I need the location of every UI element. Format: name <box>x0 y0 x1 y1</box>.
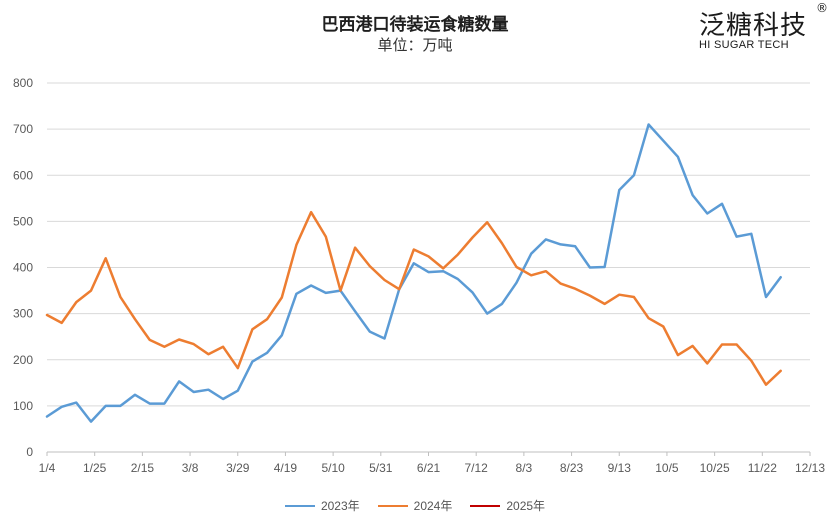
x-tick-label: 7/12 <box>465 461 489 475</box>
y-tick-label: 500 <box>13 214 33 228</box>
x-tick-label: 6/21 <box>417 461 441 475</box>
registered-mark: ® <box>816 1 828 15</box>
x-tick-label: 12/13 <box>795 461 825 475</box>
x-axis-labels: 1/4 1/25 2/15 3/8 3/29 4/19 5/10 5/31 6/21 7/12 8/… <box>39 452 825 475</box>
x-tick-label: 5/10 <box>321 461 345 475</box>
gridlines <box>47 82 810 453</box>
x-tick-label: 1/25 <box>83 461 107 475</box>
x-tick-label: 8/3 <box>516 461 533 475</box>
x-tick-label: 10/25 <box>700 461 730 475</box>
legend-swatch-2025 <box>470 504 501 507</box>
legend-label-2024: 2024年 <box>413 499 453 513</box>
y-tick-label: 100 <box>13 399 33 413</box>
chart-subtitle: 单位：万吨 <box>377 36 453 54</box>
y-tick-label: 800 <box>13 76 33 90</box>
legend-swatch-2023 <box>284 504 315 507</box>
x-tick-label: 11/22 <box>748 461 777 475</box>
legend-item-2025[interactable]: 2025年 <box>470 497 545 514</box>
x-tick-label: 3/8 <box>182 461 199 475</box>
y-tick-label: 300 <box>13 307 33 321</box>
x-tick-label: 1/4 <box>39 461 56 475</box>
x-tick-label: 4/19 <box>274 461 298 475</box>
legend-swatch-2024 <box>377 504 408 507</box>
y-tick-label: 700 <box>13 122 33 136</box>
y-tick-label: 0 <box>26 445 33 459</box>
x-tick-label: 9/13 <box>608 461 632 475</box>
chart-title: 巴西港口待装运食糖数量 <box>321 15 509 35</box>
x-tick-label: 8/23 <box>560 461 584 475</box>
x-tick-label: 5/31 <box>369 461 393 475</box>
brand-logo: 泛糖科技 ® HI SUGAR TECH <box>695 1 828 55</box>
y-tick-label: 400 <box>13 261 33 275</box>
logo-chinese-name: 泛糖科技 <box>699 11 808 41</box>
series-line-2024年[interactable] <box>45 210 782 386</box>
y-axis-labels: 0 100 200 300 400 500 600 700 800 <box>13 76 33 459</box>
x-tick-label: 2/15 <box>131 461 155 475</box>
logo-english-name: HI SUGAR TECH <box>699 39 789 51</box>
legend: 2023年 2024年 2025年 <box>0 497 830 514</box>
y-tick-label: 600 <box>13 168 33 182</box>
y-tick-label: 200 <box>13 353 33 367</box>
legend-label-2025: 2025年 <box>506 499 546 513</box>
x-tick-label: 3/29 <box>226 461 250 475</box>
legend-item-2023[interactable]: 2023年 <box>284 497 360 514</box>
legend-label-2023: 2023年 <box>320 499 360 513</box>
legend-item-2024[interactable]: 2024年 <box>377 497 453 514</box>
series-lines <box>45 123 782 423</box>
x-tick-label: 10/5 <box>655 461 679 475</box>
series-line-2023年[interactable] <box>45 123 782 423</box>
